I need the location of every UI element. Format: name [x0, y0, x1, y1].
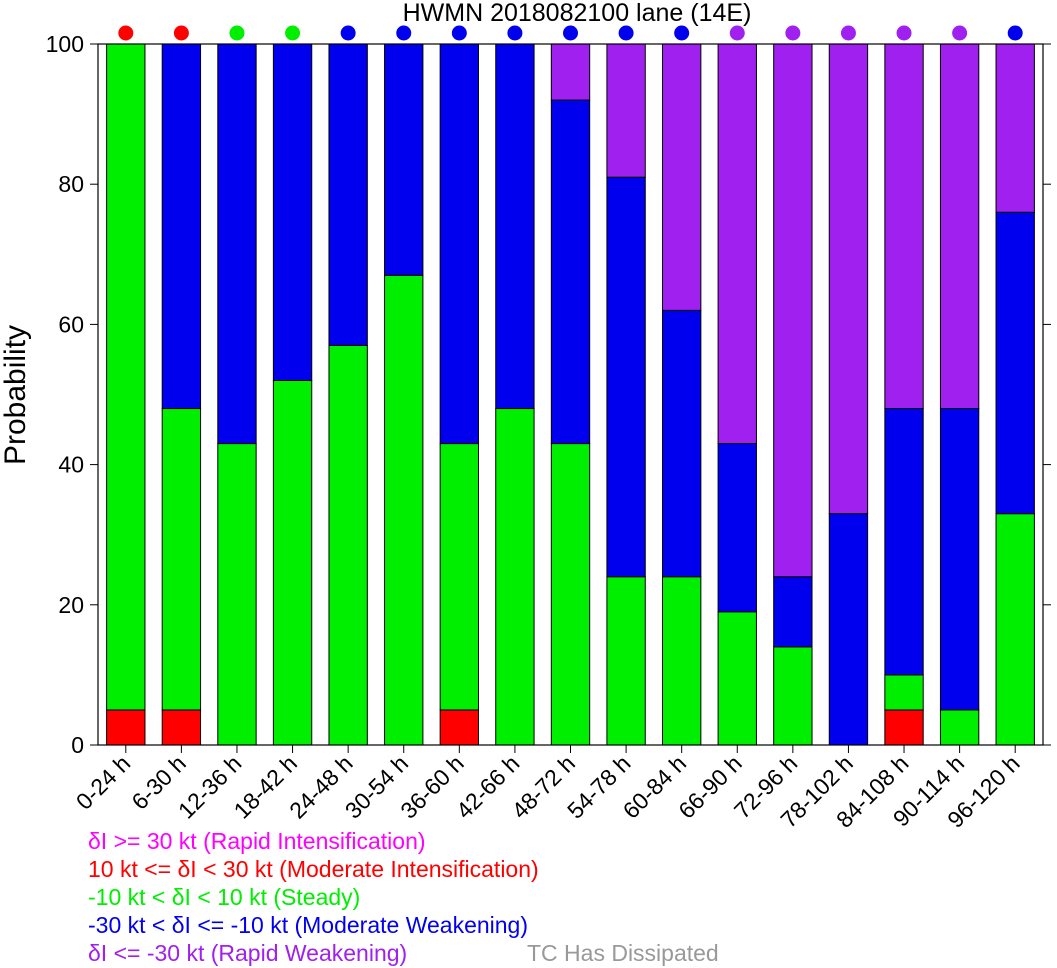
top-marker-dot [340, 25, 356, 41]
bar-segment-steady [550, 443, 591, 746]
top-marker-dot [285, 25, 301, 41]
bar-segment-rapid-weakening [995, 43, 1035, 213]
top-marker-dot [952, 25, 968, 41]
bar-segment-rapid-weakening [550, 43, 591, 101]
bar-segment-moderate-intensification [439, 709, 480, 746]
y-tick-label: 60 [58, 311, 84, 337]
bar-segment-moderate-weakening [439, 43, 480, 445]
legend-steady: -10 kt < δI < 10 kt (Steady) [88, 884, 361, 910]
bar-segment-moderate-weakening [161, 43, 202, 410]
y-tick-label: 40 [58, 452, 84, 478]
bar-segment-moderate-weakening [495, 43, 535, 410]
bar-segment-rapid-weakening [717, 43, 757, 445]
top-marker-dot [840, 25, 856, 41]
bar-segment-steady [217, 443, 257, 746]
bar-segment-steady [939, 709, 980, 746]
bar-segment-moderate-weakening [773, 576, 813, 648]
y-tick-label: 100 [46, 31, 84, 57]
bar-segment-steady [661, 576, 702, 746]
chart-title: HWMN 2018082100 lane (14E) [403, 0, 752, 27]
bar-segment-moderate-weakening [661, 309, 702, 578]
legend-rapid-weakening: δI <= -30 kt (Rapid Weakening) [88, 940, 408, 966]
bar-segment-steady [717, 611, 757, 746]
bar-segment-steady [161, 408, 202, 711]
top-marker-dot [785, 25, 801, 41]
bar-segment-steady [328, 344, 368, 746]
bar-segment-steady [384, 274, 424, 746]
bar-segment-rapid-weakening [773, 43, 813, 578]
bar-segment-rapid-weakening [939, 43, 980, 410]
bar-segment-moderate-weakening [606, 176, 646, 578]
bar-segment-steady [995, 513, 1035, 746]
top-marker-dot [396, 25, 412, 41]
plot-frame [97, 43, 1044, 746]
bar-segment-moderate-weakening [550, 99, 591, 445]
bar-segment-moderate-weakening [884, 408, 924, 676]
y-tick-label: 20 [58, 592, 84, 618]
bar-segment-moderate-weakening [717, 443, 757, 613]
top-marker-dot [896, 25, 912, 41]
bar-segment-rapid-weakening [661, 43, 702, 311]
top-marker-dot [173, 25, 189, 41]
legend-moderate-intensification: 10 kt <= δI < 30 kt (Moderate Intensific… [88, 856, 539, 882]
top-marker-dot [451, 25, 467, 41]
bar-segment-moderate-weakening [828, 513, 869, 746]
bar-segment-moderate-intensification [884, 709, 924, 746]
bar-layer [106, 43, 1035, 746]
top-marker-dot [674, 25, 690, 41]
top-marker-dot [618, 25, 634, 41]
bar-segment-steady [884, 674, 924, 711]
legend-dissipated: TC Has Dissipated [527, 940, 719, 966]
legend-moderate-weakening: -30 kt < δI <= -10 kt (Moderate Weakenin… [88, 912, 529, 938]
bar-segment-moderate-weakening [328, 43, 368, 346]
bar-segment-steady [495, 408, 535, 746]
bar-segment-moderate-weakening [939, 408, 980, 711]
marker-layer [118, 25, 1023, 41]
bar-segment-moderate-weakening [272, 43, 313, 381]
top-marker-dot [729, 25, 745, 41]
bar-segment-moderate-intensification [161, 709, 202, 746]
bar-segment-moderate-weakening [217, 43, 257, 445]
bar-segment-steady [106, 43, 146, 711]
bar-segment-moderate-weakening [995, 211, 1035, 515]
bar-segment-moderate-weakening [384, 43, 424, 276]
top-marker-dot [507, 25, 523, 41]
y-tick-label: 80 [58, 171, 84, 197]
bar-segment-steady [773, 646, 813, 746]
legend-rapid-intensification: δI >= 30 kt (Rapid Intensification) [88, 828, 426, 854]
bar-segment-steady [606, 576, 646, 746]
top-marker-dot [563, 25, 578, 41]
bar-segment-rapid-weakening [606, 43, 646, 178]
y-tick-label: 0 [71, 732, 84, 758]
y-axis-label: Probability [0, 325, 32, 465]
bar-segment-steady [439, 443, 480, 711]
top-marker-dot [1007, 25, 1023, 41]
top-marker-dot [229, 25, 245, 41]
bar-segment-rapid-weakening [884, 43, 924, 410]
x-tick-label: 0-24 h [71, 750, 136, 815]
bar-segment-steady [272, 379, 313, 746]
top-marker-dot [118, 25, 134, 41]
bar-segment-rapid-weakening [828, 43, 869, 515]
bar-segment-moderate-intensification [106, 709, 146, 746]
